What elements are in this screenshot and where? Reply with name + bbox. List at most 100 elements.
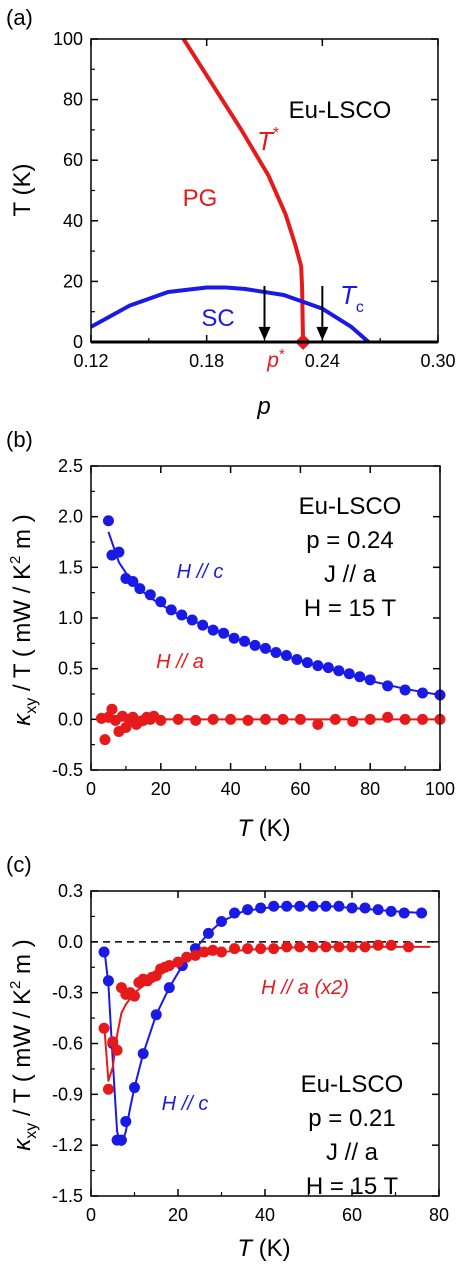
panel-a-phase-diagram: (a) 0.12 0.18 0.24 0.30 0 20 40 60 80 100 p* T (K… — [6, 5, 456, 420]
data-point — [403, 941, 415, 953]
data-point — [176, 609, 188, 621]
data-point — [207, 944, 219, 956]
data-point — [120, 1115, 132, 1127]
data-point — [111, 1044, 123, 1056]
panel-b-ylabel: κxy / T ( mW / K2 m ) — [7, 514, 40, 725]
panel-c-info-field: H = 15 T — [306, 1173, 399, 1200]
data-point — [137, 1048, 149, 1060]
data-point — [312, 660, 324, 672]
panel-c-ytick-label: -1.2 — [52, 1135, 83, 1155]
data-point — [382, 711, 394, 723]
data-point — [416, 907, 428, 919]
data-point — [255, 943, 267, 955]
data-point — [359, 902, 371, 914]
panel-b-xtick-label: 60 — [290, 779, 310, 799]
data-point — [281, 900, 293, 912]
panel-b-ytick-label: 0.0 — [58, 709, 83, 729]
panel-c-thermal-hall-p021: (c) 0 20 40 60 80-1.5-1.2-0.9-0.6-0.30.00.3 … — [6, 852, 449, 1262]
panel-c-ytick-label: -0.6 — [52, 1034, 83, 1054]
data-point — [107, 1036, 119, 1048]
panel-a-ytick-label: 0 — [73, 332, 83, 352]
superconducting-dome — [90, 285, 370, 344]
panel-a-sc-label: SC — [201, 305, 234, 332]
panel-a-tstar-label: T* — [257, 125, 279, 156]
data-point — [197, 619, 209, 631]
data-point — [155, 714, 167, 726]
data-point — [268, 943, 280, 955]
panel-a-ticks: 0.12 0.18 0.24 0.30 0 20 40 60 80 100 — [53, 29, 456, 371]
data-point — [229, 907, 241, 919]
data-point — [207, 624, 219, 636]
data-point — [129, 990, 140, 1002]
panel-a-xtick-label: 0.18 — [189, 351, 224, 371]
data-point — [343, 668, 355, 680]
arrow-head — [316, 326, 329, 341]
pseudogap-line — [181, 37, 306, 343]
panel-b-xtick-label: 40 — [221, 779, 241, 799]
data-point — [382, 680, 394, 692]
panel-c-ytick-label: -0.3 — [52, 983, 83, 1003]
panel-b-ytick-label: 2.0 — [58, 507, 83, 527]
panel-a-xtick-label: 0.24 — [305, 351, 340, 371]
data-point — [127, 576, 139, 588]
panel-a-ytick-label: 20 — [63, 271, 83, 291]
data-point — [417, 713, 429, 725]
data-point — [294, 900, 306, 912]
data-point — [239, 635, 251, 647]
data-point — [163, 960, 175, 972]
panel-c-ytick-label: -0.9 — [52, 1084, 83, 1104]
data-point — [399, 713, 411, 725]
data-point — [98, 946, 110, 958]
data-point — [301, 657, 313, 669]
data-point — [202, 927, 214, 939]
panel-b-ytick-label: 1.5 — [58, 557, 83, 577]
data-point — [398, 907, 410, 919]
panel-c-xlabel: T (K) — [237, 1235, 290, 1262]
panel-c-xtick-label: 20 — [168, 1205, 188, 1225]
data-point — [354, 671, 366, 683]
panel-c-series-ha-label: H // a (x2) — [261, 977, 349, 999]
data-point — [242, 943, 254, 955]
panel-a-xtick-label: 0.12 — [73, 351, 108, 371]
data-point — [346, 902, 358, 914]
data-point — [165, 604, 177, 616]
panel-b-info-sample: Eu-LSCO — [299, 493, 402, 520]
data-point — [216, 916, 227, 927]
panel-c-info-sample: Eu-LSCO — [301, 1071, 404, 1098]
panel-b-xtick-label: 100 — [425, 779, 455, 799]
data-point — [372, 939, 384, 951]
data-point — [346, 941, 358, 953]
data-point — [372, 904, 384, 916]
panel-b-ticks: 0 20 40 60 80 100 -0.5 0.0 0.5 1.0 1.5 2.0 2.5 — [52, 456, 455, 799]
data-point — [144, 589, 156, 601]
data-point — [333, 665, 345, 677]
panel-b-xtick-label: 0 — [86, 779, 96, 799]
data-point — [98, 1022, 110, 1034]
data-point — [225, 713, 237, 725]
data-point — [333, 900, 345, 912]
data-point — [320, 941, 332, 953]
data-point — [333, 941, 345, 953]
data-point — [155, 596, 167, 608]
data-point — [190, 714, 202, 726]
panel-c-curves — [91, 900, 439, 1147]
panel-b-thermal-hall-p024: (b) 0 20 40 60 80 100 -0.5 0.0 0.5 1.0 1.5 2.0 2.5 κ… — [6, 427, 455, 842]
panel-c-xtick-label: 40 — [255, 1205, 275, 1225]
panel-a-frame — [90, 38, 439, 343]
panel-c-series-hc-label: H // c — [162, 1093, 209, 1115]
data-point — [281, 941, 293, 953]
data-point — [172, 956, 184, 968]
data-point — [242, 904, 254, 916]
panel-b-info-field: H = 15 T — [304, 595, 397, 622]
panel-a-pg-label: PG — [183, 185, 218, 212]
data-point — [277, 713, 289, 725]
panel-b-series-hc-label: H // c — [177, 561, 224, 583]
arrow-head — [258, 326, 271, 341]
data-point — [399, 684, 411, 696]
panel-b-ytick-label: 0.5 — [58, 659, 83, 679]
data-point — [385, 939, 397, 951]
panel-c-xtick-label: 60 — [342, 1205, 362, 1225]
data-point — [129, 1082, 140, 1094]
data-point — [218, 627, 230, 639]
